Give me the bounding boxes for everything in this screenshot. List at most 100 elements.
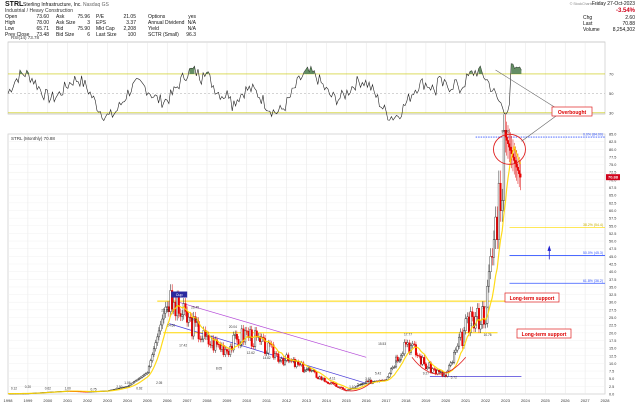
candle-body bbox=[497, 182, 500, 240]
candle-body bbox=[327, 382, 330, 384]
x-tick-label: 2006 bbox=[163, 398, 173, 403]
candle-body bbox=[499, 182, 502, 211]
quote-value: 73.48 bbox=[36, 32, 49, 38]
x-tick-label: 2025 bbox=[541, 398, 551, 403]
candle-body bbox=[312, 370, 315, 372]
rsi-label: RSI(14) 73.78 bbox=[11, 35, 40, 40]
candle-body bbox=[264, 338, 267, 354]
quote-value: 96.3 bbox=[186, 32, 196, 38]
price-value-label: 0.92 bbox=[136, 386, 142, 390]
price-value-label: 5.42 bbox=[375, 372, 381, 376]
candle-body bbox=[154, 342, 157, 349]
y-tick-label: 57.5 bbox=[609, 217, 616, 221]
cup-box bbox=[171, 291, 188, 298]
candle-body bbox=[451, 362, 454, 364]
overbought-circle bbox=[493, 133, 526, 165]
y-tick-label: 80.0 bbox=[609, 148, 616, 152]
quote-row: Annual Dividend N/A bbox=[148, 20, 196, 26]
candle-body bbox=[456, 345, 459, 351]
candle-body bbox=[518, 170, 521, 175]
price-value-label: 84.00 bbox=[502, 129, 510, 133]
quote-value: 8,254,302 bbox=[612, 27, 635, 33]
candle-body bbox=[506, 140, 509, 144]
rsi-overbought-fill bbox=[470, 70, 472, 74]
candle-body bbox=[298, 364, 301, 366]
x-tick-label: 1998 bbox=[4, 398, 14, 403]
price-value-label: 8.05 bbox=[216, 367, 222, 371]
candle-body bbox=[464, 318, 467, 331]
price-value-label: 24.60 bbox=[167, 324, 175, 328]
candle-body bbox=[182, 303, 185, 316]
x-tick-label: 2016 bbox=[362, 398, 372, 403]
price-value-label: 2.50 bbox=[116, 385, 122, 389]
candle-body bbox=[303, 370, 306, 372]
candle-body bbox=[166, 306, 169, 308]
price-value-label: 0.20 bbox=[25, 385, 31, 389]
industry: Industrial / Heavy Construction bbox=[5, 8, 74, 14]
price-value-label: 5.72 bbox=[451, 376, 457, 380]
candle-body bbox=[494, 216, 497, 240]
quote-right: Chg 2.60 Last 70.88 Volume 8,254,302 bbox=[583, 15, 635, 33]
candle-body bbox=[416, 354, 419, 356]
quote-label: High bbox=[5, 20, 16, 26]
y-tick-label: 22.5 bbox=[609, 324, 616, 328]
price-value-label: 9.27 bbox=[423, 371, 429, 375]
candle-body bbox=[403, 342, 406, 355]
candle-body bbox=[502, 130, 505, 201]
candle-body bbox=[220, 345, 223, 350]
candle-body bbox=[320, 376, 323, 381]
bottom-arc-2 bbox=[411, 357, 467, 375]
candle-body bbox=[217, 344, 220, 346]
price-value-label: 26.45 bbox=[191, 305, 199, 309]
candle-body bbox=[138, 378, 141, 380]
quote-label: Ask bbox=[56, 14, 65, 20]
x-tick-label: 2000 bbox=[43, 398, 53, 403]
candle-body bbox=[459, 331, 462, 338]
candle-body bbox=[477, 308, 480, 330]
x-tick-label: 2004 bbox=[123, 398, 133, 403]
y-tick-label: 35.0 bbox=[609, 285, 616, 289]
y-tick-label: 52.5 bbox=[609, 232, 616, 236]
quote-fund: P/E 21.05 EPS 3.37 Mkt Cap 2,208 Last Size 100 bbox=[96, 14, 136, 38]
candle-body bbox=[390, 368, 393, 374]
quote-label: Bid Size bbox=[56, 32, 75, 38]
y-tick-label: 5.0 bbox=[609, 377, 614, 381]
x-tick-label: 2027 bbox=[581, 398, 591, 403]
candle-body bbox=[124, 386, 127, 388]
candle-body bbox=[272, 344, 275, 358]
quote-label: P/E bbox=[96, 14, 105, 20]
candle-body bbox=[201, 338, 204, 340]
candle-body bbox=[219, 344, 222, 350]
rsi-level-label: 70 bbox=[609, 71, 614, 76]
quote-value: 3 bbox=[87, 20, 90, 26]
quote-left: Open 73.60 High 78.00 Low 65.71 Prev Close 73.4… bbox=[5, 14, 49, 38]
candle-body bbox=[444, 374, 447, 377]
support-box-upper bbox=[504, 292, 560, 303]
candle-body bbox=[133, 381, 136, 384]
up-arrow-head bbox=[547, 245, 552, 251]
candle-body bbox=[123, 386, 126, 388]
quote-label: Annual Dividend bbox=[148, 20, 185, 26]
x-tick-label: 2018 bbox=[402, 398, 412, 403]
y-tick-label: 85.0 bbox=[609, 133, 616, 137]
price-value-label: 17.77 bbox=[404, 332, 412, 336]
quote-row: Low 65.71 bbox=[5, 26, 49, 32]
candle-body bbox=[492, 239, 495, 258]
quote-label: Volume bbox=[583, 27, 600, 33]
candle-body bbox=[358, 384, 361, 386]
quote-row: Yield N/A bbox=[148, 26, 196, 32]
change-pct: -3.54% bbox=[615, 8, 635, 14]
candle-body bbox=[486, 285, 489, 324]
quote-row: P/E 21.05 bbox=[96, 14, 136, 20]
candle-body bbox=[227, 350, 230, 355]
quote-value: 73.60 bbox=[36, 14, 49, 20]
price-value-label: 14.82 bbox=[263, 356, 271, 360]
candle-body bbox=[315, 371, 318, 378]
candle-body bbox=[448, 365, 451, 372]
candle-body bbox=[401, 353, 404, 356]
candle-body bbox=[426, 367, 429, 370]
x-tick-label: 2009 bbox=[222, 398, 232, 403]
y-tick-label: 27.5 bbox=[609, 308, 616, 312]
x-tick-label: 2003 bbox=[103, 398, 113, 403]
candle-body bbox=[194, 316, 197, 323]
